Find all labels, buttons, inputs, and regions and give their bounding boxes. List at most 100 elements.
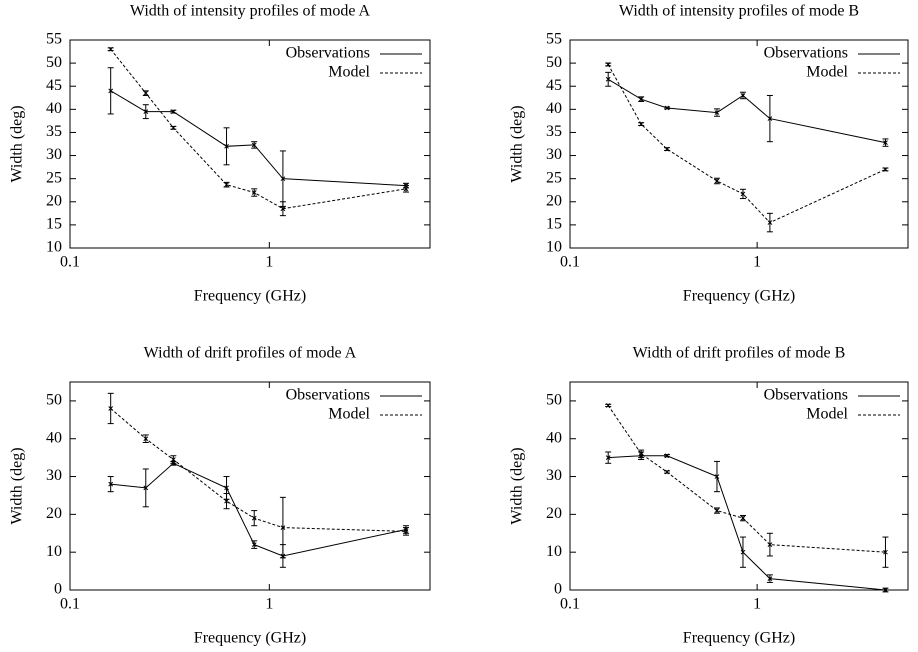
- error-bar: [664, 105, 671, 111]
- x-axis-label: Frequency (GHz): [194, 288, 306, 305]
- error-bar: [638, 449, 645, 459]
- legend-label: Observations: [764, 387, 848, 404]
- error-bar-part: [664, 469, 670, 475]
- error-bar-part: [170, 125, 176, 131]
- series-line: [110, 462, 407, 557]
- error-bar: [713, 177, 720, 185]
- error-bar-part: [143, 485, 149, 491]
- y-axis-label: Width (deg): [509, 105, 526, 182]
- y-tick-label: 30: [46, 467, 62, 484]
- error-bar: [142, 468, 149, 508]
- error-bar: [605, 62, 612, 67]
- error-bar: [739, 91, 746, 100]
- error-bar-part: [883, 549, 888, 555]
- error-bar: [279, 150, 286, 207]
- error-bar-part: [714, 474, 720, 479]
- error-bar: [664, 146, 671, 152]
- error-bar-part: [740, 191, 746, 197]
- legend-label: Observations: [764, 45, 848, 62]
- error-bar: [605, 451, 612, 464]
- error-bar: [713, 507, 720, 514]
- legend-label: Observations: [286, 387, 370, 404]
- y-tick-label: 20: [46, 192, 62, 209]
- error-bar: [713, 108, 720, 117]
- error-bar: [279, 496, 286, 559]
- y-tick-label: 30: [46, 146, 62, 163]
- series-line: [110, 408, 407, 532]
- y-tick-label: 55: [46, 31, 62, 48]
- legend-label: Observations: [286, 45, 370, 62]
- error-bar-part: [251, 190, 257, 195]
- x-axis-label: Frequency (GHz): [683, 630, 795, 647]
- y-tick-label: 50: [46, 392, 62, 409]
- error-bar-part: [638, 451, 644, 457]
- error-bar-part: [108, 46, 114, 52]
- error-bar: [766, 532, 773, 557]
- y-tick-label: 0: [554, 581, 562, 598]
- x-tick-label: 0.1: [60, 596, 80, 613]
- error-bar-part: [280, 206, 286, 212]
- x-tick-label: 1: [265, 254, 273, 271]
- error-bar: [766, 574, 773, 583]
- error-bar-part: [170, 109, 176, 114]
- y-tick-label: 40: [46, 100, 62, 117]
- y-tick-label: 50: [46, 54, 62, 71]
- error-bar-part: [605, 76, 611, 82]
- error-bar-part: [224, 182, 229, 188]
- error-bar-part: [767, 116, 773, 121]
- error-bar: [142, 90, 149, 96]
- error-bar: [223, 181, 230, 188]
- x-tick-label: 0.1: [560, 254, 580, 271]
- error-bar-part: [108, 481, 114, 487]
- error-bar: [766, 94, 773, 143]
- error-bar: [251, 141, 258, 149]
- error-bar-part: [251, 542, 257, 547]
- error-bar-part: [714, 508, 720, 513]
- error-bar-part: [605, 455, 611, 460]
- error-bar: [170, 125, 177, 131]
- y-tick-label: 10: [546, 239, 562, 256]
- error-bar: [107, 46, 114, 52]
- series-line: [608, 455, 886, 591]
- error-bar: [170, 109, 177, 114]
- error-bar-part: [767, 220, 773, 225]
- error-bar-part: [740, 549, 746, 555]
- error-bar-part: [767, 576, 773, 582]
- error-bar: [739, 536, 746, 568]
- y-tick-label: 0: [54, 581, 62, 598]
- error-bar-part: [170, 457, 176, 462]
- x-tick-label: 0.1: [60, 254, 80, 271]
- error-bar: [107, 392, 114, 425]
- error-bar-part: [605, 403, 611, 408]
- error-bar: [638, 121, 645, 127]
- x-tick-label: 0.1: [560, 596, 580, 613]
- error-bar-part: [224, 498, 229, 504]
- y-tick-label: 35: [546, 123, 562, 140]
- error-bar: [664, 453, 671, 459]
- chart-title: Width of intensity profiles of mode B: [619, 3, 859, 20]
- error-bar-part: [883, 140, 888, 145]
- y-tick-label: 35: [46, 123, 62, 140]
- error-bar-part: [664, 453, 670, 459]
- y-tick-label: 25: [46, 169, 62, 186]
- error-bar-part: [251, 142, 257, 148]
- error-bar-part: [108, 88, 114, 94]
- error-bar-part: [143, 109, 149, 114]
- error-bar-part: [403, 186, 409, 192]
- x-axis-label: Frequency (GHz): [194, 630, 306, 647]
- y-tick-label: 20: [46, 505, 62, 522]
- error-bar-part: [664, 105, 670, 111]
- error-bar: [142, 434, 149, 444]
- error-bar: [223, 493, 230, 510]
- error-bar: [713, 460, 720, 493]
- error-bar: [882, 536, 889, 568]
- error-bar-part: [714, 178, 720, 184]
- y-tick-label: 40: [546, 100, 562, 117]
- error-bar-part: [224, 143, 229, 149]
- error-bar-part: [767, 542, 773, 547]
- x-tick-label: 1: [753, 254, 761, 271]
- error-bar: [739, 188, 746, 200]
- error-bar: [251, 540, 258, 549]
- y-tick-label: 30: [546, 467, 562, 484]
- y-tick-label: 30: [546, 146, 562, 163]
